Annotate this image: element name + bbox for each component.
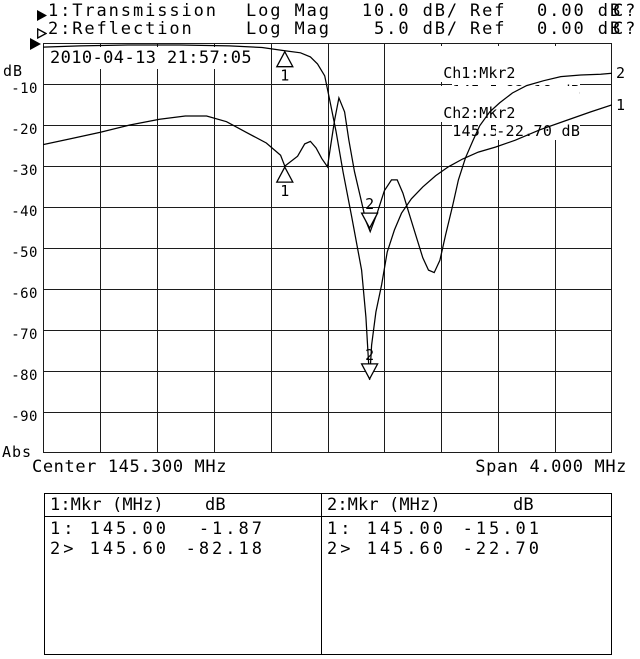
trace2-name: 2:Reflection bbox=[48, 19, 194, 39]
table-row: 1: 145.00 -15.01 bbox=[322, 519, 611, 539]
ch1-marker-readout: Ch1:Mkr2 145.596 MHz -82.18 dB bbox=[389, 46, 581, 100]
y-tick: -40 bbox=[11, 204, 38, 220]
marker-table-ch1-header: 1:Mkr (MHz) dB bbox=[50, 495, 226, 515]
marker-table-divider bbox=[321, 494, 322, 654]
trace1-ref-label: Ref bbox=[470, 1, 507, 21]
trace-2-end-label: 2 bbox=[616, 64, 626, 83]
marker-id: 2> bbox=[50, 539, 77, 559]
marker-table: 1:Mkr (MHz) dB 1: 145.00 -1.87 2> 145.60… bbox=[44, 493, 612, 655]
marker-value: -1.87 bbox=[198, 519, 265, 539]
ch2-readout-channel: Ch2:Mkr2 bbox=[443, 104, 516, 122]
ch2-readout-value: -22.70 dB bbox=[496, 122, 581, 140]
marker-freq: 145.60 bbox=[89, 539, 169, 559]
table-row: 2> 145.60 -22.70 bbox=[322, 539, 611, 559]
trace-1-end-label: 1 bbox=[616, 95, 626, 114]
ch1-readout-channel: Ch1:Mkr2 bbox=[443, 64, 516, 82]
marker-value: -22.70 bbox=[462, 539, 542, 559]
y-tick: -50 bbox=[11, 245, 38, 261]
y-tick: -10 bbox=[11, 81, 38, 97]
trace1-name: 1:Transmission bbox=[48, 1, 218, 21]
trace2-ref-label: Ref bbox=[470, 19, 507, 39]
trace1-settings-line: 1:Transmission Log Mag 10.0 dB/ Ref 0.00… bbox=[0, 1, 640, 21]
y-axis-bottom-label: Abs bbox=[2, 443, 33, 461]
timestamp: 2010-04-13 21:57:05 bbox=[47, 47, 256, 69]
trace1-ref-value: 0.00 dB bbox=[537, 1, 622, 21]
inactive-trace-indicator-icon bbox=[37, 24, 48, 40]
marker-table-ch2: 2:Mkr (MHz) dB 1: 145.00 -15.01 2> 145.6… bbox=[322, 494, 611, 654]
marker-value: -82.18 bbox=[185, 539, 265, 559]
trace2-settings-line: 2:Reflection Log Mag 5.0 dB/ Ref 0.00 dB… bbox=[0, 19, 640, 40]
marker-id: 2> bbox=[327, 539, 354, 559]
center-frequency-label: Center 145.300 MHz bbox=[32, 457, 228, 477]
table-row: 2> 145.60 -82.18 bbox=[45, 539, 321, 559]
trace1-cal-flag: C? bbox=[613, 1, 638, 21]
marker-value: -15.01 bbox=[462, 519, 542, 539]
table-row: 1: 145.00 -1.87 bbox=[45, 519, 321, 539]
active-trace-indicator-icon bbox=[37, 6, 47, 21]
ref-level-arrow-icon bbox=[30, 38, 41, 50]
trace1-scale: 10.0 dB/ bbox=[361, 1, 459, 21]
trace2-cal-flag: C? bbox=[613, 19, 638, 39]
trace2-ref-value: 0.00 dB bbox=[537, 19, 622, 39]
marker-freq: 145.00 bbox=[89, 519, 169, 539]
y-tick: -30 bbox=[11, 163, 38, 179]
y-tick: -20 bbox=[11, 122, 38, 138]
marker-table-ch1: 1:Mkr (MHz) dB 1: 145.00 -1.87 2> 145.60… bbox=[45, 494, 321, 654]
trace1-format: Log Mag bbox=[246, 1, 331, 21]
y-tick: -60 bbox=[11, 286, 38, 302]
trace2-scale: 5.0 dB/ bbox=[374, 19, 459, 39]
y-tick: -80 bbox=[11, 368, 38, 384]
y-tick: -90 bbox=[11, 409, 38, 425]
y-tick: -70 bbox=[11, 327, 38, 343]
trace2-format: Log Mag bbox=[246, 19, 331, 39]
y-axis-unit: dB bbox=[3, 62, 24, 80]
ch2-marker-readout: Ch2:Mkr2 145.596 MHz -22.70 dB bbox=[389, 86, 581, 140]
marker-id: 1: bbox=[50, 519, 77, 539]
marker-id: 1: bbox=[327, 519, 354, 539]
marker-freq: 145.60 bbox=[366, 539, 446, 559]
span-frequency-label: Span 4.000 MHz bbox=[475, 457, 627, 477]
marker-freq: 145.00 bbox=[366, 519, 446, 539]
marker-table-header-rule bbox=[45, 516, 611, 517]
marker-table-ch2-header: 2:Mkr (MHz) dB bbox=[327, 495, 534, 515]
